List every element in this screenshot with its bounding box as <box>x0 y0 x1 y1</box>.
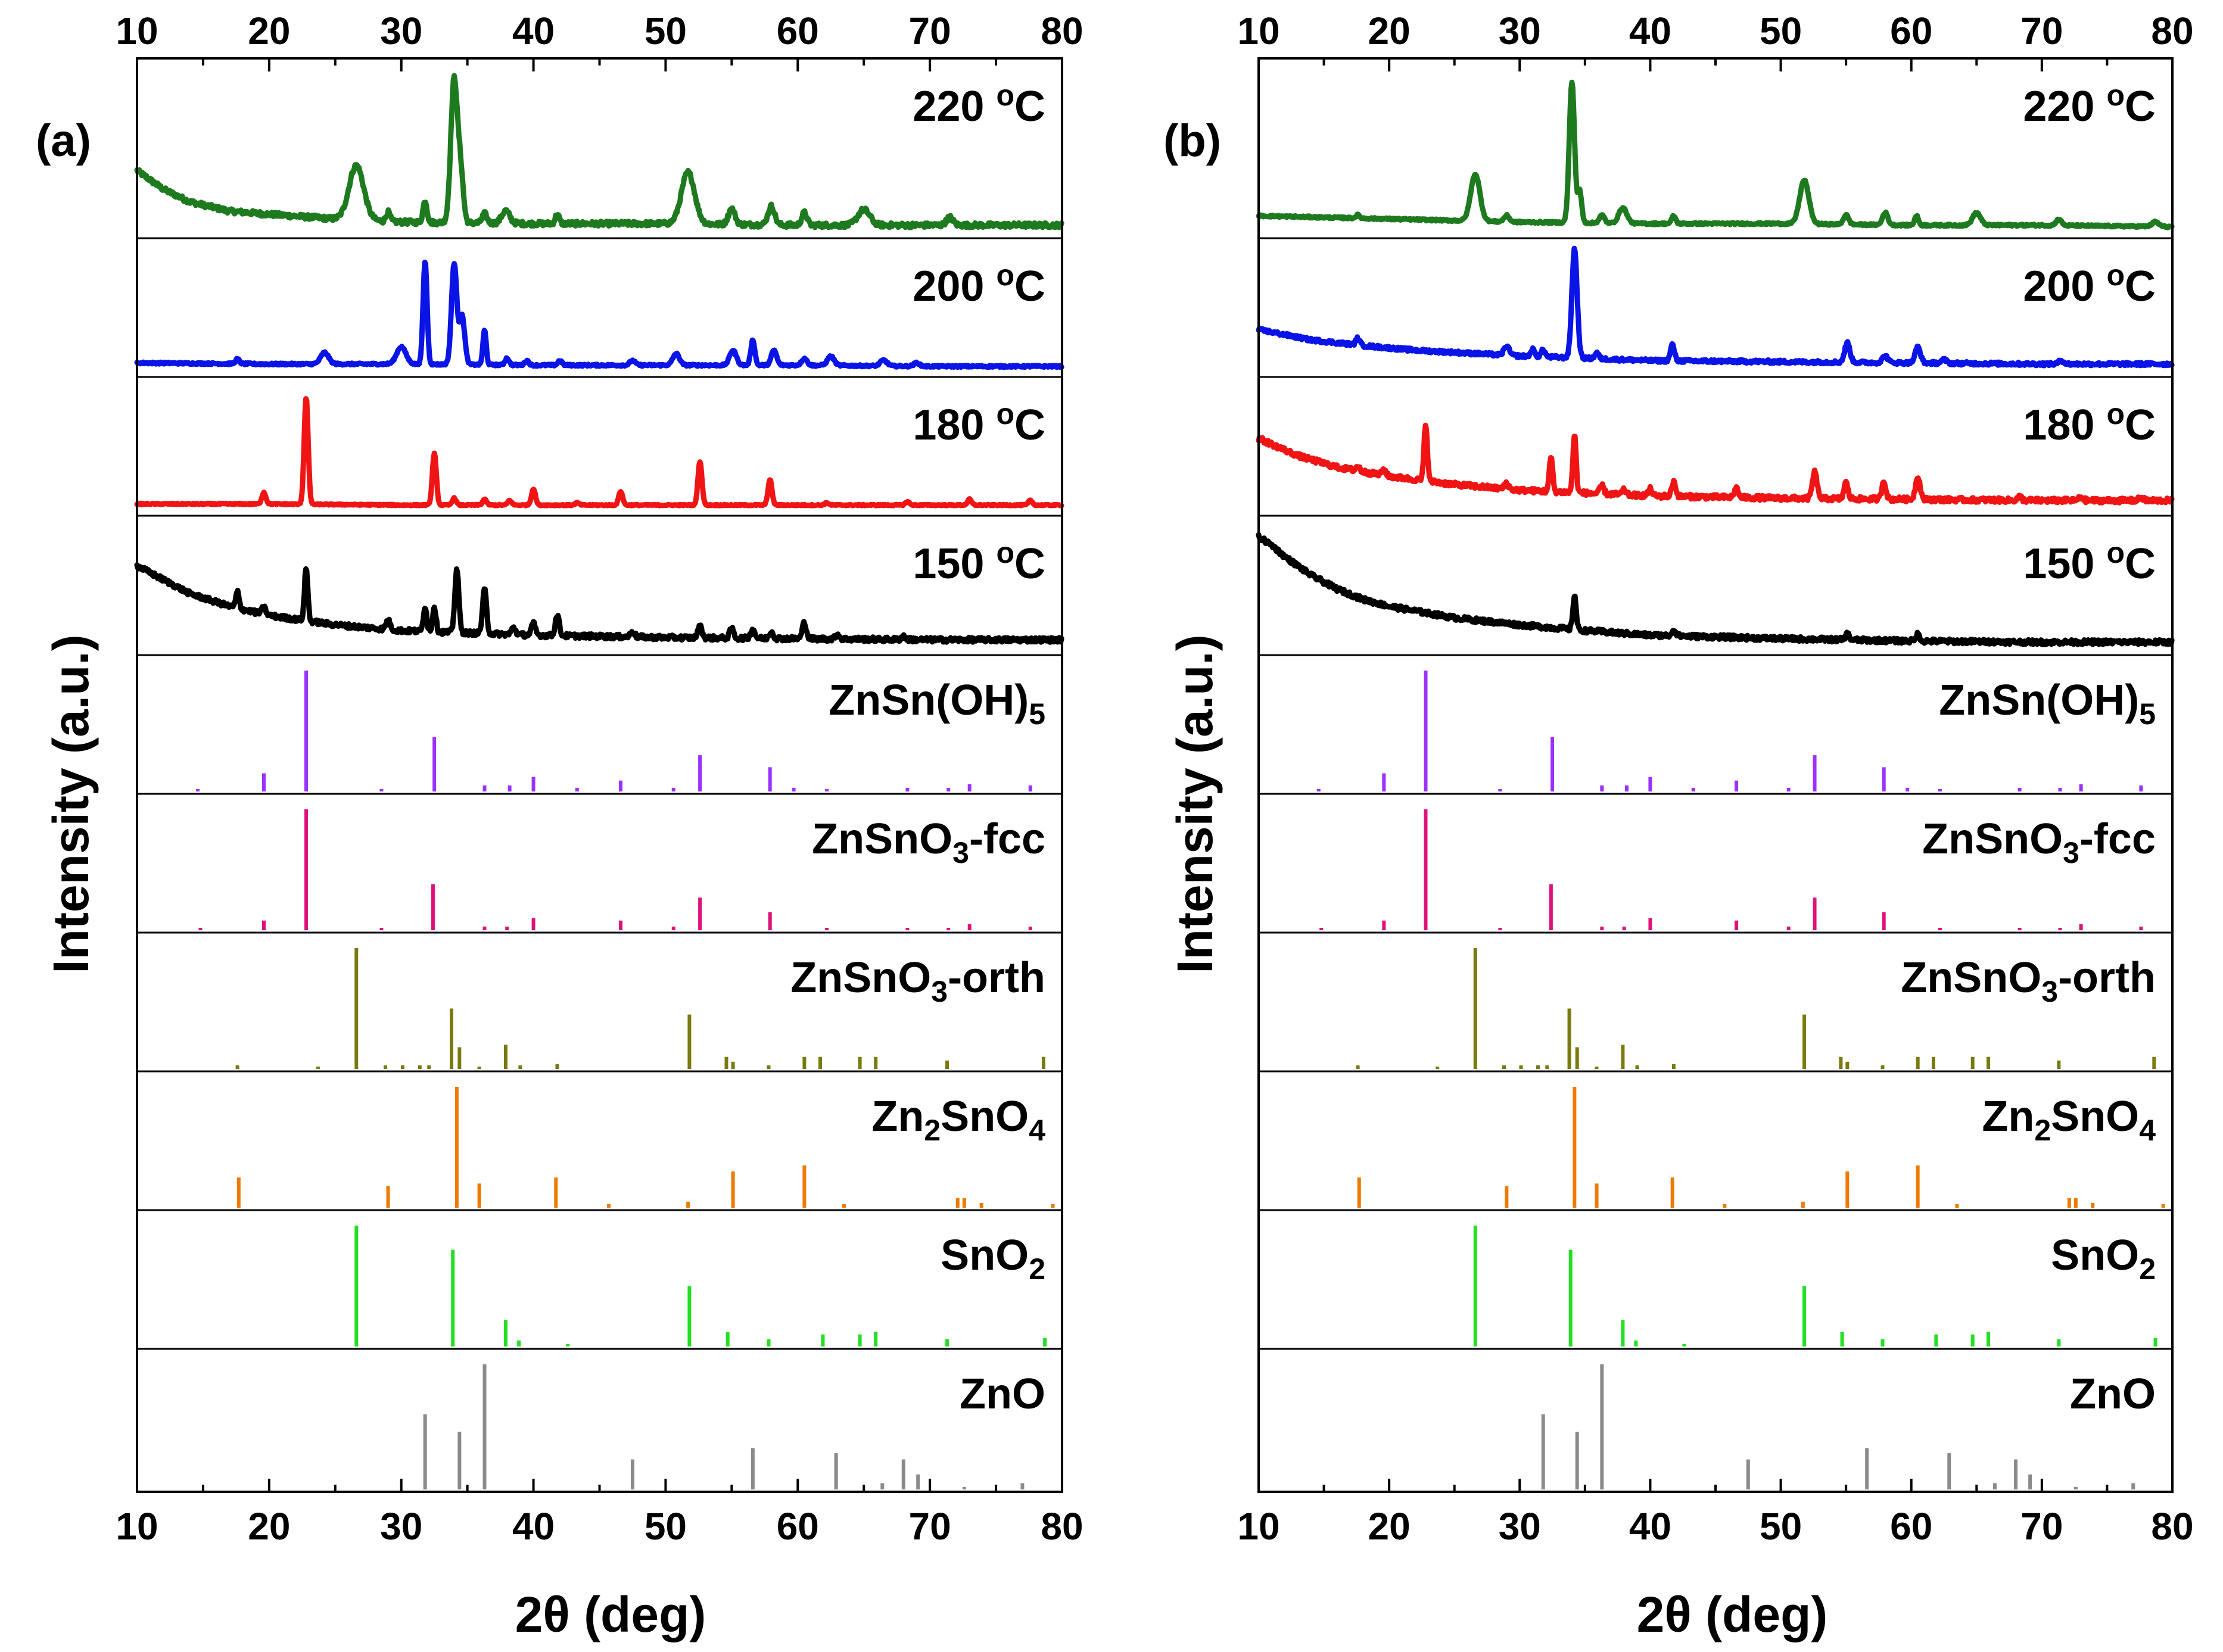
x-tick-label-top: 30 <box>1499 10 1541 52</box>
x-tick-label-top: 20 <box>248 10 290 52</box>
x-tick-label-top: 80 <box>2151 10 2193 52</box>
x-tick-label-bottom: 60 <box>1890 1505 1932 1548</box>
x-tick-label-top: 70 <box>909 10 951 52</box>
row-label-ref_znsnoh-a: ZnSn(OH)5 <box>829 677 1045 731</box>
x-tick-label-top: 10 <box>116 10 158 52</box>
x-tick-label-top: 40 <box>512 10 555 52</box>
x-tick-label-top: 80 <box>1041 10 1083 52</box>
panel-letter-a: (a) <box>36 116 91 166</box>
x-tick-label-bottom: 20 <box>248 1505 290 1548</box>
x-tick-label-bottom: 70 <box>2020 1505 2063 1548</box>
row-label-ref_orth-b: ZnSnO3-orth <box>1901 954 2156 1008</box>
x-tick-label-bottom: 10 <box>1237 1505 1279 1548</box>
x-tick-label-bottom: 30 <box>380 1505 422 1548</box>
x-tick-label-bottom: 40 <box>512 1505 555 1548</box>
x-tick-label-bottom: 50 <box>645 1505 687 1548</box>
x-tick-label-top: 70 <box>2020 10 2063 52</box>
row-label-ref_sno2-a: SnO2 <box>941 1232 1045 1286</box>
row-label-t150-b: 150 oC <box>2023 536 2156 588</box>
x-tick-label-top: 60 <box>777 10 819 52</box>
x-tick-label-top: 30 <box>380 10 422 52</box>
row-label-ref_sno2-b: SnO2 <box>2051 1232 2156 1286</box>
x-tick-label-top: 40 <box>1629 10 1671 52</box>
x-tick-label-bottom: 30 <box>1499 1505 1541 1548</box>
x-tick-label-bottom: 50 <box>1760 1505 1802 1548</box>
y-axis-title-b: Intensity (a.u.) <box>1167 634 1223 973</box>
pattern-t220-b <box>1256 79 2175 230</box>
x-tick-label-bottom: 60 <box>777 1505 819 1548</box>
x-axis-title: 2θ (deg) <box>515 1586 706 1642</box>
panel-a: 220 oC 200 oC 180 oC 150 oC ZnSn(OH)5 ZnSnO3-… <box>116 10 1083 1548</box>
row-label-ref_orth-a: ZnSnO3-orth <box>790 954 1045 1008</box>
row-label-ref_zn2sno4-b: Zn2SnO4 <box>1982 1093 2156 1147</box>
pattern-t180-b <box>1256 422 2175 506</box>
row-label-t220-a: 220 oC <box>913 79 1045 130</box>
row-label-t200-b: 200 oC <box>2023 258 2156 310</box>
row-label-ref_fcc-b: ZnSnO3-fcc <box>1922 815 2156 869</box>
pattern-t150-b <box>1256 532 2175 647</box>
x-tick-label-top: 50 <box>1760 10 1802 52</box>
row-label-t220-b: 220 oC <box>2023 79 2156 130</box>
row-label-ref_znsnoh-b: ZnSn(OH)5 <box>1939 677 2156 731</box>
x-tick-label-bottom: 40 <box>1629 1505 1671 1548</box>
row-label-ref_zno-a: ZnO <box>960 1370 1045 1418</box>
row-label-t180-a: 180 oC <box>913 397 1045 449</box>
x-tick-label-bottom: 80 <box>2151 1505 2193 1548</box>
x-tick-label-bottom: 70 <box>909 1505 951 1548</box>
pattern-t150-a <box>134 562 1064 645</box>
row-label-t200-a: 200 oC <box>913 258 1045 310</box>
row-label-t150-a: 150 oC <box>913 536 1045 588</box>
pattern-t180-a <box>134 396 1064 509</box>
panel-letter-b: (b) <box>1163 116 1221 166</box>
row-label-ref_zno-b: ZnO <box>2070 1370 2156 1418</box>
x-tick-label-top: 50 <box>645 10 687 52</box>
x-tick-label-top: 60 <box>1890 10 1932 52</box>
row-label-ref_zn2sno4-a: Zn2SnO4 <box>871 1093 1045 1147</box>
x-tick-label-bottom: 10 <box>116 1505 158 1548</box>
x-tick-label-bottom: 20 <box>1368 1505 1411 1548</box>
panel-b: 220 oC 200 oC 180 oC 150 oC ZnSn(OH)5 ZnSnO3-… <box>1237 10 2193 1548</box>
pattern-t200-b <box>1256 245 2175 369</box>
row-label-ref_fcc-a: ZnSnO3-fcc <box>812 815 1045 869</box>
row-label-t180-b: 180 oC <box>2023 397 2156 449</box>
y-axis-title: Intensity (a.u.) <box>43 634 99 973</box>
x-tick-label-top: 20 <box>1368 10 1411 52</box>
x-axis-title-b: 2θ (deg) <box>1637 1586 1828 1642</box>
x-tick-label-bottom: 80 <box>1041 1505 1083 1548</box>
pattern-t200-a <box>134 260 1064 370</box>
x-tick-label-top: 10 <box>1237 10 1279 52</box>
pattern-t220-a <box>134 73 1064 230</box>
